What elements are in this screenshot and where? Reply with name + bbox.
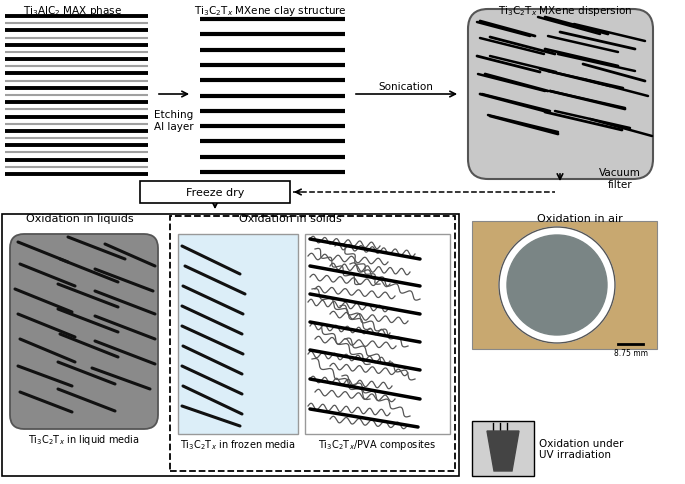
Text: Ti$_3$C$_2$T$_x$ MXene dispersion: Ti$_3$C$_2$T$_x$ MXene dispersion [498,4,632,18]
Polygon shape [487,431,519,471]
FancyBboxPatch shape [10,235,158,429]
Text: Ti$_3$C$_2$T$_x$ in liquid media: Ti$_3$C$_2$T$_x$ in liquid media [28,432,140,446]
Text: Oxidation in air: Oxidation in air [537,213,623,224]
Text: Oxidation in solids: Oxidation in solids [238,213,341,224]
Text: Vacuum
filter: Vacuum filter [599,168,641,189]
Text: 8.75 mm: 8.75 mm [614,348,648,357]
Bar [178,235,298,434]
Text: Oxidation under
UV irradiation: Oxidation under UV irradiation [539,438,623,459]
Bar [2,214,459,476]
Text: Oxidation in liquids: Oxidation in liquids [26,213,134,224]
Text: Ti$_3$C$_2$T$_x$ in frozen media: Ti$_3$C$_2$T$_x$ in frozen media [180,437,296,451]
Text: Ti$_3$C$_2$T$_x$ MXene clay structure: Ti$_3$C$_2$T$_x$ MXene clay structure [194,4,347,18]
Bar [170,216,455,471]
FancyBboxPatch shape [468,10,653,180]
Text: Ti$_3$C$_2$T$_x$/PVA composites: Ti$_3$C$_2$T$_x$/PVA composites [318,437,436,451]
Text: Freeze dry: Freeze dry [186,188,244,197]
Bar [305,235,450,434]
Text: Ti$_3$AlC$_2$ MAX phase: Ti$_3$AlC$_2$ MAX phase [23,4,123,18]
Text: Sonication: Sonication [379,82,434,92]
Text: Etching
Al layer: Etching Al layer [154,110,194,131]
Circle shape [499,227,615,343]
Bar [140,182,290,204]
Bar [472,222,657,349]
Circle shape [507,236,607,335]
Bar [472,421,534,476]
